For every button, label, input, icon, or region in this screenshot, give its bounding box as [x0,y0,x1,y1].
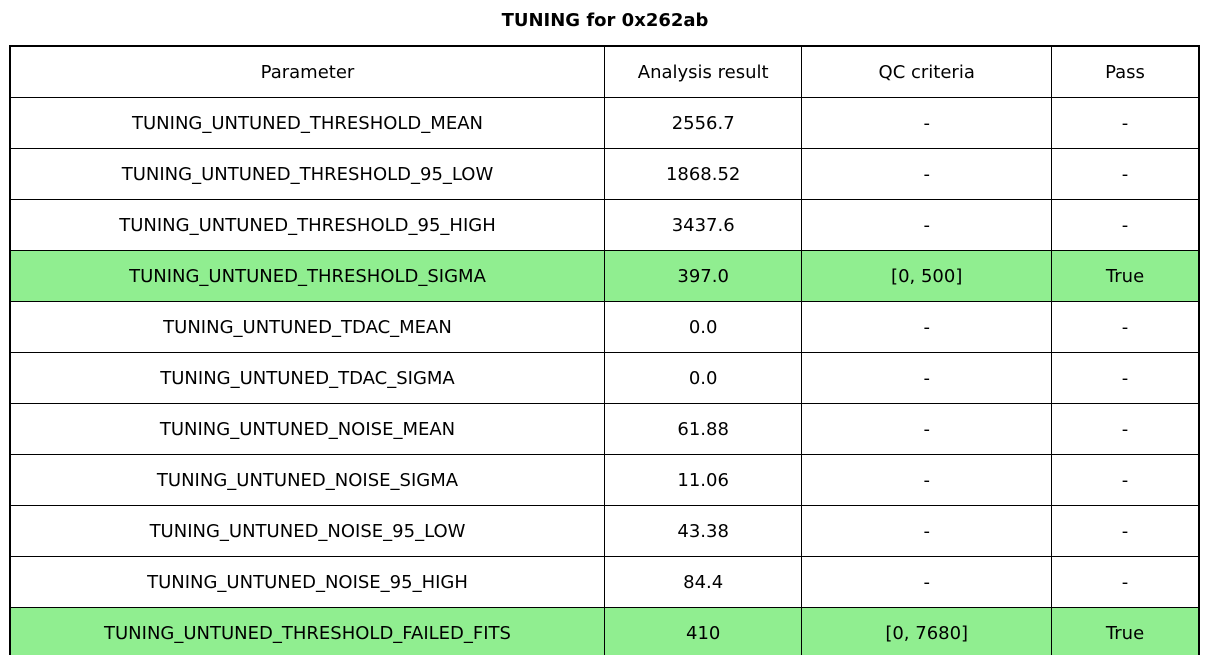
cell-analysis-result: 0.0 [603,352,803,404]
table-row: TUNING_UNTUNED_THRESHOLD_95_LOW 1868.52- - [9,148,1200,200]
cell-qc-criteria: [0, 7680] [801,607,1053,655]
cell-pass: - [1051,199,1200,251]
cell-pass: - [1051,505,1200,557]
table-row: TUNING_UNTUNED_TDAC_MEAN 0.0- - [9,301,1200,353]
cell-analysis-result: 1868.52 [603,148,803,200]
cell-pass: - [1051,403,1200,455]
cell-parameter: TUNING_UNTUNED_NOISE_95_HIGH [9,556,605,608]
cell-analysis-result: 397.0 [603,250,803,302]
header-row: Parameter Analysis result QC criteria Pass [9,45,1200,98]
cell-analysis-result: 84.4 [603,556,803,608]
cell-parameter: TUNING_UNTUNED_TDAC_SIGMA [9,352,605,404]
cell-analysis-result: 2556.7 [603,97,803,149]
cell-qc-criteria: - [801,97,1053,149]
cell-qc-criteria: - [801,505,1053,557]
table-row: TUNING_UNTUNED_THRESHOLD_MEAN 2556.7- - [9,97,1200,149]
cell-qc-criteria: [0, 500] [801,250,1053,302]
cell-pass: - [1051,301,1200,353]
cell-pass: - [1051,352,1200,404]
table-row: TUNING_UNTUNED_NOISE_SIGMA 11.06- - [9,454,1200,506]
column-header-analysis-result: Analysis result [603,45,803,98]
column-header-qc-criteria: QC criteria [801,45,1053,98]
cell-parameter: TUNING_UNTUNED_THRESHOLD_SIGMA [9,250,605,302]
cell-pass: - [1051,556,1200,608]
table-row: TUNING_UNTUNED_NOISE_95_LOW 43.38- - [9,505,1200,557]
qc-table: Parameter Analysis result QC criteria Pass … [9,45,1200,655]
cell-qc-criteria: - [801,454,1053,506]
cell-analysis-result: 0.0 [603,301,803,353]
cell-parameter: TUNING_UNTUNED_NOISE_MEAN [9,403,605,455]
table-row: TUNING_UNTUNED_THRESHOLD_SIGMA 397.0 [0, 5… [9,250,1200,302]
cell-parameter: TUNING_UNTUNED_NOISE_95_LOW [9,505,605,557]
cell-parameter: TUNING_UNTUNED_THRESHOLD_FAILED_FITS [9,607,605,655]
table-body: TUNING_UNTUNED_THRESHOLD_MEAN 2556.7- - TUN… [9,97,1200,655]
cell-pass: True [1051,607,1200,655]
table-row: TUNING_UNTUNED_THRESHOLD_95_HIGH 3437.6- - [9,199,1200,251]
cell-pass: - [1051,454,1200,506]
cell-analysis-result: 11.06 [603,454,803,506]
cell-parameter: TUNING_UNTUNED_THRESHOLD_95_LOW [9,148,605,200]
cell-qc-criteria: - [801,403,1053,455]
cell-pass: True [1051,250,1200,302]
cell-qc-criteria: - [801,556,1053,608]
column-header-parameter: Parameter [9,45,605,98]
cell-pass: - [1051,97,1200,149]
cell-qc-criteria: - [801,199,1053,251]
cell-analysis-result: 410 [603,607,803,655]
cell-qc-criteria: - [801,301,1053,353]
cell-pass: - [1051,148,1200,200]
table-row: TUNING_UNTUNED_NOISE_MEAN 61.88- - [9,403,1200,455]
page-title: TUNING for 0x262ab [501,10,709,31]
cell-qc-criteria: - [801,352,1053,404]
cell-analysis-result: 61.88 [603,403,803,455]
cell-parameter: TUNING_UNTUNED_THRESHOLD_95_HIGH [9,199,605,251]
table-row: TUNING_UNTUNED_NOISE_95_HIGH 84.4- - [9,556,1200,608]
cell-parameter: TUNING_UNTUNED_THRESHOLD_MEAN [9,97,605,149]
table-row: TUNING_UNTUNED_THRESHOLD_FAILED_FITS 410[… [9,607,1200,655]
cell-analysis-result: 3437.6 [603,199,803,251]
cell-qc-criteria: - [801,148,1053,200]
column-header-pass: Pass [1051,45,1200,98]
cell-parameter: TUNING_UNTUNED_TDAC_MEAN [9,301,605,353]
cell-analysis-result: 43.38 [603,505,803,557]
table-row: TUNING_UNTUNED_TDAC_SIGMA 0.0- - [9,352,1200,404]
cell-parameter: TUNING_UNTUNED_NOISE_SIGMA [9,454,605,506]
